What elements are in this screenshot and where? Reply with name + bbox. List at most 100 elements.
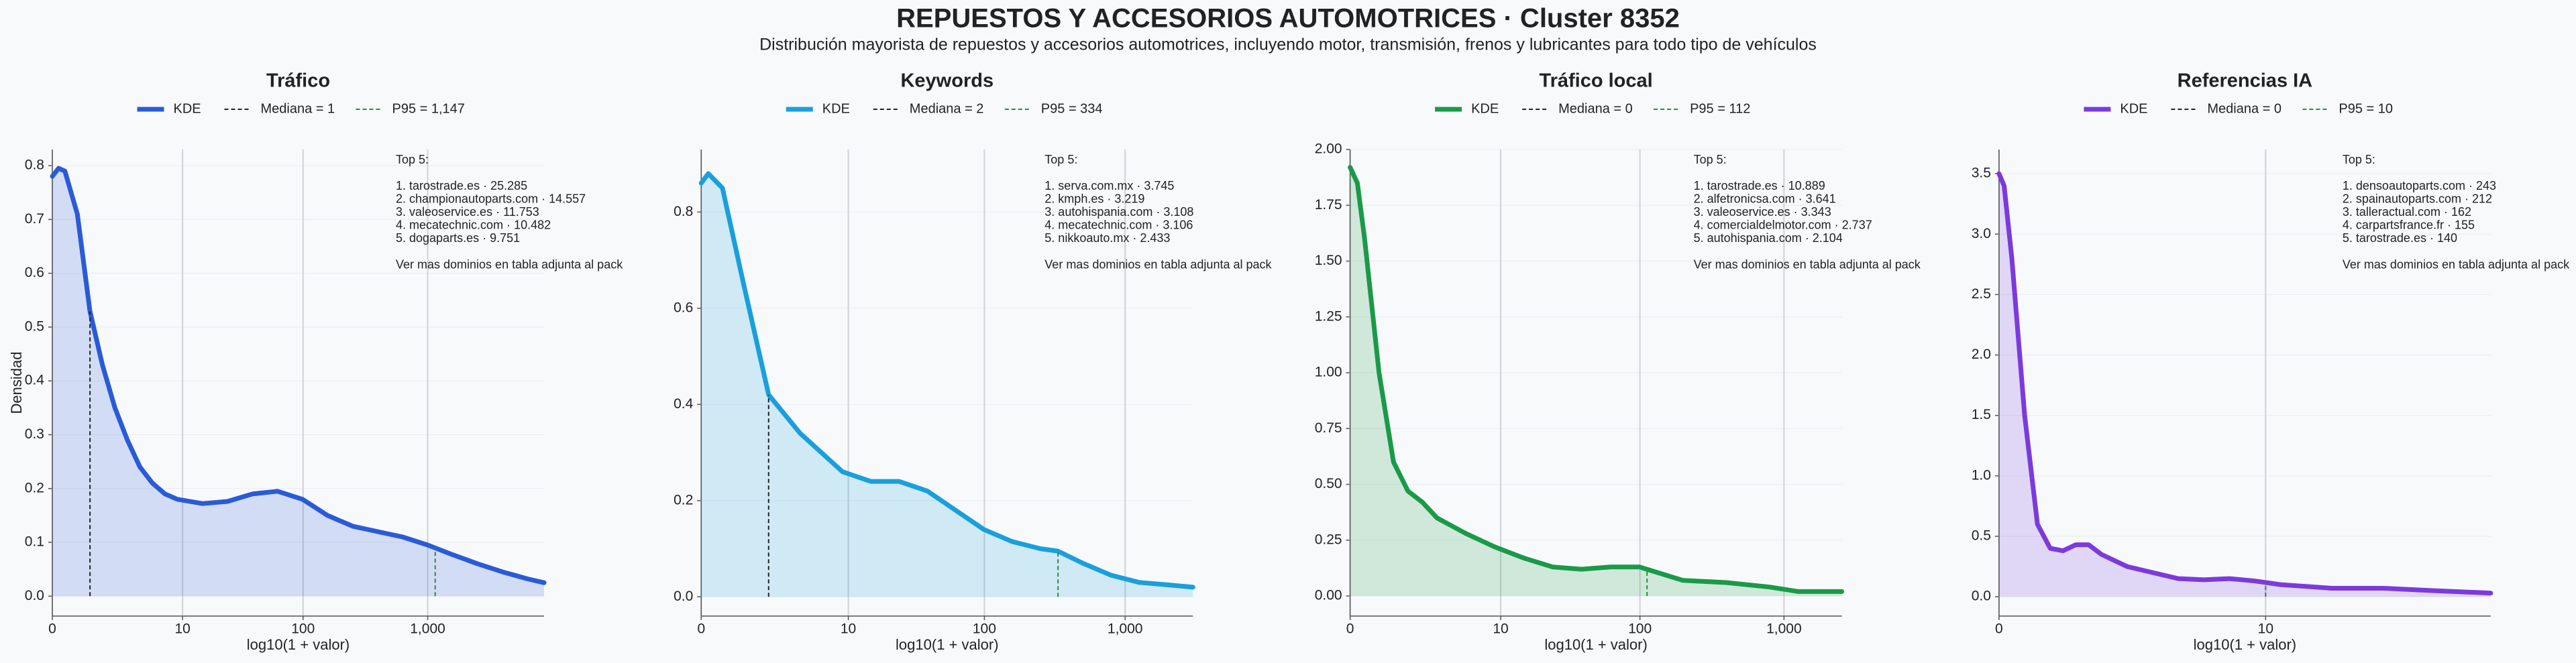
annotation-item: 4. comercialdelmotor.com · 2.737 (1694, 219, 1872, 232)
legend-label: Mediana = 2 (910, 101, 984, 116)
x-tick-label: 0 (1346, 621, 1354, 637)
kde-line (50, 166, 547, 585)
annotation-item: 3. valeoservice.es · 3.343 (1694, 205, 1831, 219)
y-tick-label: 0.5 (25, 318, 44, 334)
legend-label: KDE (822, 101, 850, 116)
legend-label: KDE (174, 101, 201, 116)
x-tick-label: 10 (174, 621, 190, 637)
panel-title: Referencias IA (2178, 70, 2313, 92)
y-tick-label: 1.25 (1315, 308, 1342, 324)
y-axis-label: Densidad (8, 352, 25, 414)
x-axis-label: log10(1 + valor) (1544, 636, 1647, 653)
legend-label: Mediana = 0 (1558, 101, 1633, 116)
y-tick-label: 1.00 (1315, 365, 1342, 380)
x-tick-label: 1,000 (1766, 621, 1802, 637)
y-tick-label: 0.25 (1315, 532, 1342, 547)
legend-label: Mediana = 1 (261, 101, 335, 116)
annotation-item: 1. tarostrade.es · 10.889 (1694, 179, 1825, 192)
panel-title: Tráfico local (1539, 70, 1652, 92)
y-tick-label: 0.4 (25, 373, 45, 388)
y-tick-label: 0.2 (25, 480, 44, 495)
legend-label: P95 = 1,147 (392, 101, 465, 116)
y-tick-label: 0.4 (674, 396, 694, 412)
panel-title: Tráfico (266, 70, 330, 92)
kde-area (1998, 174, 2491, 597)
annotation-heading: Top 5: (2343, 153, 2375, 166)
legend-label: P95 = 10 (2339, 101, 2393, 116)
annotation-footer: Ver mas dominios en tabla adjunta al pac… (2343, 257, 2570, 271)
y-tick-label: 0.8 (674, 204, 693, 219)
x-tick-label: 10 (2258, 621, 2273, 637)
y-tick-label: 1.0 (1972, 467, 1991, 483)
annotation-item: 4. mecatechnic.com · 3.106 (1044, 219, 1193, 232)
x-tick-label: 0 (1995, 621, 2003, 637)
y-tick-label: 2.00 (1315, 141, 1342, 157)
y-tick-label: 0.2 (674, 492, 693, 507)
annotation-item: 2. championautoparts.com · 14.557 (396, 192, 586, 205)
x-tick-label: 0 (48, 621, 56, 637)
legend-label: KDE (2120, 101, 2147, 116)
legend-label: KDE (1471, 101, 1499, 116)
x-tick-label: 100 (973, 621, 996, 637)
y-tick-label: 2.0 (1972, 347, 1991, 362)
y-tick-label: 0.1 (25, 534, 44, 550)
y-tick-label: 1.50 (1315, 253, 1342, 268)
annotation-item: 4. mecatechnic.com · 10.482 (396, 219, 551, 232)
annotation-item: 2. kmph.es · 3.219 (1044, 192, 1144, 205)
chart-subtitle: Distribución mayorista de repuestos y ac… (759, 36, 1817, 54)
y-tick-label: 3.0 (1972, 226, 1991, 241)
x-axis-label: log10(1 + valor) (896, 636, 998, 653)
y-tick-label: 0.0 (1972, 589, 1991, 604)
x-tick-label: 100 (1628, 621, 1652, 637)
y-tick-label: 0.00 (1315, 588, 1342, 603)
annotation-item: 2. alfetronicsa.com · 3.641 (1694, 192, 1836, 205)
legend-label: P95 = 334 (1041, 101, 1103, 116)
annotation-item: 5. tarostrade.es · 140 (2343, 231, 2457, 245)
x-tick-label: 100 (291, 621, 315, 637)
annotation-item: 5. autohispania.com · 2.104 (1694, 231, 1843, 245)
x-axis-label: log10(1 + valor) (247, 636, 350, 653)
annotation-heading: Top 5: (396, 153, 429, 166)
x-tick-label: 10 (841, 621, 856, 637)
kde-area (1350, 167, 1842, 597)
annotation-footer: Ver mas dominios en tabla adjunta al pac… (1044, 257, 1272, 271)
y-tick-label: 0.6 (674, 300, 693, 315)
y-tick-label: 0.50 (1315, 476, 1342, 491)
annotation-item: 3. talleractual.com · 162 (2343, 205, 2471, 219)
legend-label: Mediana = 0 (2207, 101, 2282, 116)
y-tick-label: 0.0 (25, 588, 44, 603)
y-tick-label: 0.5 (1972, 528, 1991, 544)
y-tick-label: 2.5 (1972, 286, 1991, 302)
y-tick-label: 0.75 (1315, 420, 1342, 436)
annotation-item: 5. nikkoauto.mx · 2.433 (1044, 231, 1170, 245)
x-tick-label: 10 (1493, 621, 1508, 637)
chart-title: REPUESTOS Y ACCESORIOS AUTOMOTRICES · Cl… (896, 4, 1680, 34)
kde-line (698, 171, 1195, 590)
x-axis-label: log10(1 + valor) (2194, 636, 2296, 653)
legend-label: P95 = 112 (1690, 101, 1750, 116)
annotation-item: 1. serva.com.mx · 3.745 (1044, 179, 1174, 192)
annotation-item: 1. tarostrade.es · 25.285 (396, 179, 527, 192)
annotation-item: 3. autohispania.com · 3.108 (1044, 205, 1193, 219)
annotation-item: 1. densoautoparts.com · 243 (2343, 179, 2496, 192)
x-tick-label: 0 (697, 621, 705, 637)
x-tick-label: 1,000 (1108, 621, 1143, 637)
y-tick-label: 0.7 (25, 211, 44, 227)
y-tick-label: 0.8 (25, 158, 44, 173)
y-tick-label: 1.5 (1972, 407, 1991, 422)
annotation-heading: Top 5: (1044, 153, 1077, 166)
annotation-item: 3. valeoservice.es · 11.753 (396, 205, 539, 219)
y-tick-label: 0.3 (25, 426, 44, 442)
y-tick-label: 0.6 (25, 265, 44, 280)
annotation-item: 4. carpartsfrance.fr · 155 (2343, 219, 2475, 232)
x-tick-label: 1,000 (410, 621, 445, 637)
y-tick-label: 3.5 (1972, 166, 1991, 181)
kde-area (52, 168, 544, 597)
annotation-footer: Ver mas dominios en tabla adjunta al pac… (1694, 257, 1921, 271)
kde-line (1348, 165, 1845, 594)
kde-line (1996, 171, 2493, 596)
annotation-item: 2. spainautoparts.com · 212 (2343, 192, 2492, 205)
panel-title: Keywords (900, 70, 994, 92)
